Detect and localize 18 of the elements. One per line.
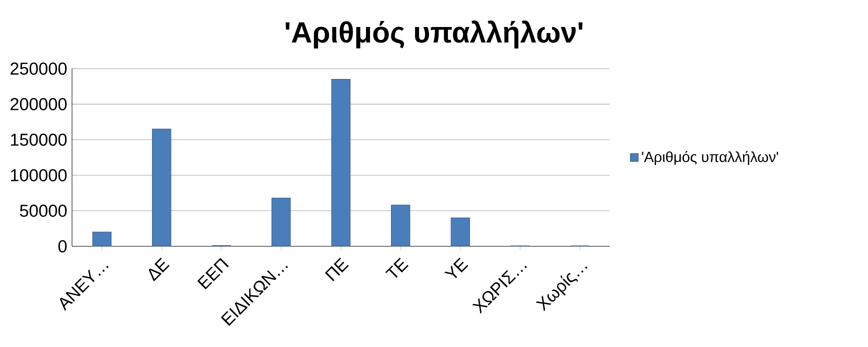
x-tick-label: ΥΕ [444, 258, 468, 278]
bar [450, 218, 470, 246]
y-tick-label: 150000 [11, 134, 67, 146]
bar [152, 128, 172, 246]
bar [92, 232, 112, 246]
y-tick-label: 200000 [10, 98, 67, 110]
bar [331, 78, 350, 246]
chart-title: 'Αριθμός υπαλλήλων' [286, 20, 582, 48]
y-tick-label: 50000 [20, 204, 67, 217]
x-tick-label: ΠΕ [324, 258, 349, 282]
y-tick-label: 250000 [10, 62, 67, 75]
bar [272, 198, 291, 246]
y-tick-label: 100000 [11, 169, 67, 182]
legend-label: 'Αριθμός υπαλλήλων' [642, 150, 778, 165]
x-tick-label: ΔΕ [148, 258, 170, 282]
bar [391, 204, 410, 246]
y-tick-label: 0 [58, 240, 67, 252]
x-tick-label: ΤΕ [385, 258, 408, 278]
